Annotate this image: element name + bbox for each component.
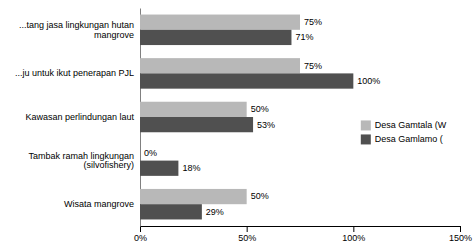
x-axis: 0% 50% 100% 150% [134,226,472,243]
data-labels: 75% 75% 50% 0% 50% 71% 100% 53% 18% 29% [144,17,380,217]
x-tick-mark [460,226,461,232]
data-label: 0% [144,148,157,158]
x-tick: 100% [342,226,365,243]
y-tick: Tambak ramah lingkungan(silvofishery) [28,151,140,171]
bar-series [140,15,300,205]
legend-label: Desa Gamlamo ( [375,134,443,144]
data-label: 50% [251,104,269,114]
x-tick-mark [353,226,354,232]
bars [140,15,353,220]
legend-swatch [361,120,371,130]
y-tick-label: ...tang jasa lingkungan hutanmangrove [19,20,134,40]
bar-series [140,30,353,220]
plot: 0% 50% 100% 150% ...tang jasa lingkungan hut… [15,9,472,244]
data-label: 75% [304,17,322,27]
bar [140,73,353,88]
x-tick-label: 150% [449,233,472,243]
bar [140,30,291,45]
y-tick: ...tang jasa lingkungan hutanmangrove [19,20,140,40]
legend-entry: Desa Gamtala (W [361,120,447,130]
data-label: 29% [206,207,224,217]
legend-label: Desa Gamtala (W [375,120,447,130]
legend-entry: Desa Gamlamo ( [361,134,443,144]
data-label: 71% [295,32,313,42]
bar [140,117,253,132]
y-tick: Kawasan perlindungan laut [25,112,140,122]
data-label: 53% [257,120,275,130]
data-label: 50% [251,191,269,201]
data-label: 75% [304,61,322,71]
bar [140,204,202,219]
y-tick: ...ju untuk ikut penerapan PJL [15,68,140,78]
data-label: 100% [357,76,380,86]
y-tick: Wisata mangrove [64,199,140,209]
x-tick: 0% [134,226,147,243]
x-axis-line [141,227,461,233]
bar [140,189,247,204]
x-tick-mark [247,226,248,232]
x-tick-label: 100% [342,233,365,243]
data-label: 18% [182,163,200,173]
y-axis: ...tang jasa lingkungan hutanmangrove...… [15,9,141,227]
y-tick-label: Wisata mangrove [64,199,134,209]
bar [140,145,141,160]
x-tick: 150% [449,226,472,243]
y-tick-label: Kawasan perlindungan laut [25,112,134,122]
bar [140,58,300,73]
x-tick-mark [140,226,141,232]
x-tick-label: 50% [238,233,256,243]
x-tick: 50% [238,226,256,243]
bar [140,102,247,117]
chart: 0% 50% 100% 150% ...tang jasa lingkungan hut… [0,0,474,248]
legend-swatch [361,134,371,144]
legend: Desa Gamtala (W Desa Gamlamo ( [361,120,447,144]
bar [140,161,178,176]
bar [140,15,300,30]
y-tick-label: Tambak ramah lingkungan(silvofishery) [28,151,134,171]
x-tick-label: 0% [134,233,147,243]
y-tick-label: ...ju untuk ikut penerapan PJL [15,68,134,78]
